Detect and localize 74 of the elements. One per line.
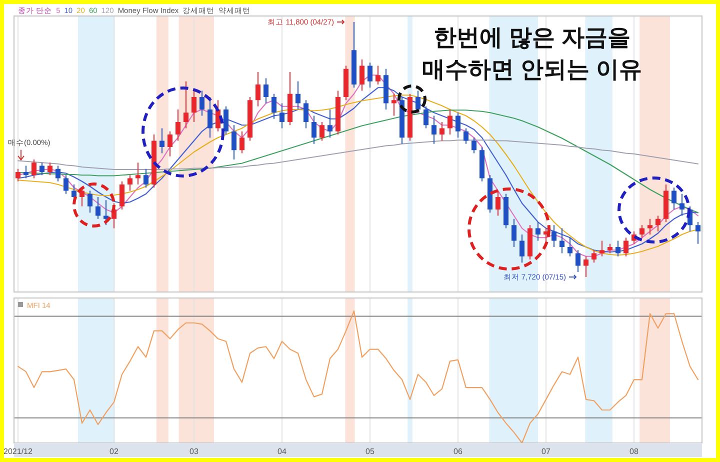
x-tick-label: 03	[190, 447, 199, 456]
candlestick	[536, 222, 540, 242]
candlestick	[464, 128, 468, 144]
candlestick	[424, 106, 428, 129]
candlestick	[160, 128, 164, 154]
candlestick	[416, 90, 420, 114]
candlestick	[552, 224, 556, 248]
candlestick	[696, 222, 700, 244]
x-tick-label: 07	[542, 447, 551, 456]
candlestick	[360, 59, 364, 92]
candlestick	[48, 162, 52, 176]
candlestick	[328, 109, 332, 138]
candlestick	[80, 187, 84, 207]
x-tick-label: 06	[454, 447, 463, 456]
x-tick-label: 2021/12	[4, 447, 34, 456]
candlestick	[600, 240, 604, 257]
candlestick	[520, 234, 524, 264]
candlestick	[440, 122, 444, 142]
candlestick	[392, 93, 396, 116]
candlestick	[40, 162, 44, 176]
candlestick	[120, 180, 124, 210]
candlestick	[24, 165, 28, 179]
candlestick	[648, 218, 652, 235]
candlestick	[376, 65, 380, 85]
candlestick	[640, 224, 644, 238]
candlestick	[456, 112, 460, 138]
candlestick	[584, 256, 588, 278]
x-tick-label: 02	[110, 447, 119, 456]
candlestick	[256, 72, 260, 107]
candlestick	[88, 190, 92, 214]
candlestick	[296, 80, 300, 110]
candlestick	[472, 137, 476, 154]
candlestick	[496, 190, 500, 216]
candlestick	[272, 93, 276, 120]
x-tick-label: 05	[366, 447, 375, 456]
candlestick	[616, 240, 620, 257]
candlestick	[592, 250, 596, 264]
candlestick	[448, 109, 452, 135]
candlestick	[192, 90, 196, 122]
candlestick	[304, 100, 308, 129]
candlestick	[224, 106, 228, 135]
candlestick	[312, 115, 316, 144]
candlestick	[320, 122, 324, 142]
candlestick	[680, 193, 684, 216]
candlestick	[512, 218, 516, 248]
x-tick-label: 08	[630, 447, 639, 456]
candlestick	[128, 174, 132, 192]
candlestick	[136, 162, 140, 185]
candlestick	[168, 130, 172, 157]
candlestick	[560, 228, 564, 254]
candlestick	[232, 124, 236, 160]
candlestick	[672, 187, 676, 210]
candlestick	[280, 102, 284, 129]
candlestick	[624, 237, 628, 257]
candlestick	[32, 159, 36, 179]
candlestick	[176, 109, 180, 142]
candlestick	[56, 165, 60, 182]
candlestick	[576, 250, 580, 272]
candlestick	[656, 215, 660, 232]
candlestick	[200, 90, 204, 116]
candlestick	[64, 174, 68, 194]
candlestick	[184, 80, 188, 129]
candlestick	[568, 237, 572, 257]
x-tick-label: 04	[278, 447, 287, 456]
candlestick	[264, 78, 268, 104]
candlestick	[368, 62, 372, 88]
text: 한번에 많은 자금을 매수하면 안되는 이유	[422, 24, 642, 82]
candlestick	[432, 115, 436, 144]
candlestick	[608, 243, 612, 254]
candlestick	[144, 168, 148, 188]
candlestick	[16, 168, 20, 182]
candlestick	[240, 130, 244, 154]
candlestick	[208, 96, 212, 138]
candlestick	[96, 196, 100, 220]
